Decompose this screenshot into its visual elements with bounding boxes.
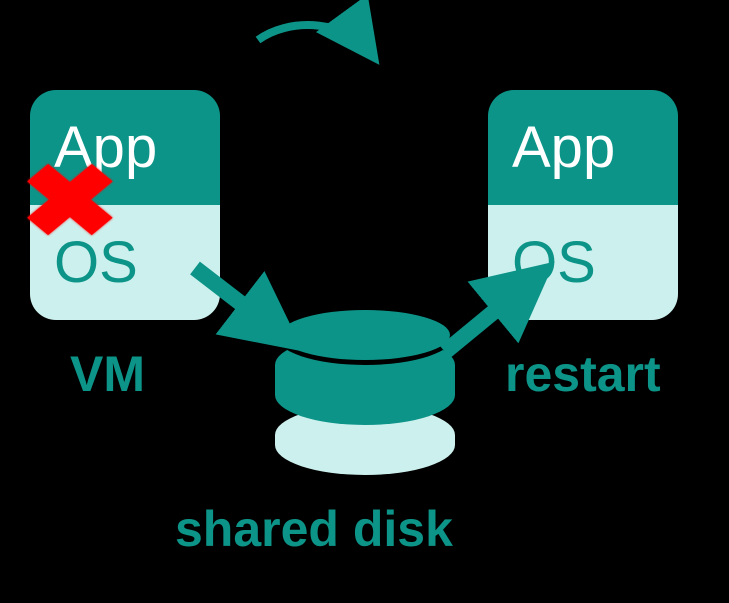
app-box-right: App — [488, 90, 678, 205]
vm-stack-right: App OS — [488, 90, 678, 320]
restart-caption: restart — [505, 345, 661, 403]
os-box-right: OS — [488, 205, 678, 320]
restart-arc — [258, 25, 370, 52]
os-label-right: OS — [512, 229, 596, 296]
shared-disk-caption: shared disk — [175, 500, 453, 558]
vm-caption: VM — [70, 345, 145, 403]
fail-x-icon: ✖ — [20, 152, 121, 252]
app-label-right: App — [512, 114, 615, 181]
shared-disk-icon — [275, 305, 455, 475]
